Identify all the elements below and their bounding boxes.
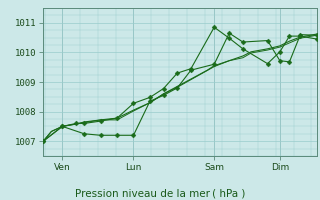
Text: Pression niveau de la mer ( hPa ): Pression niveau de la mer ( hPa ) — [75, 188, 245, 198]
